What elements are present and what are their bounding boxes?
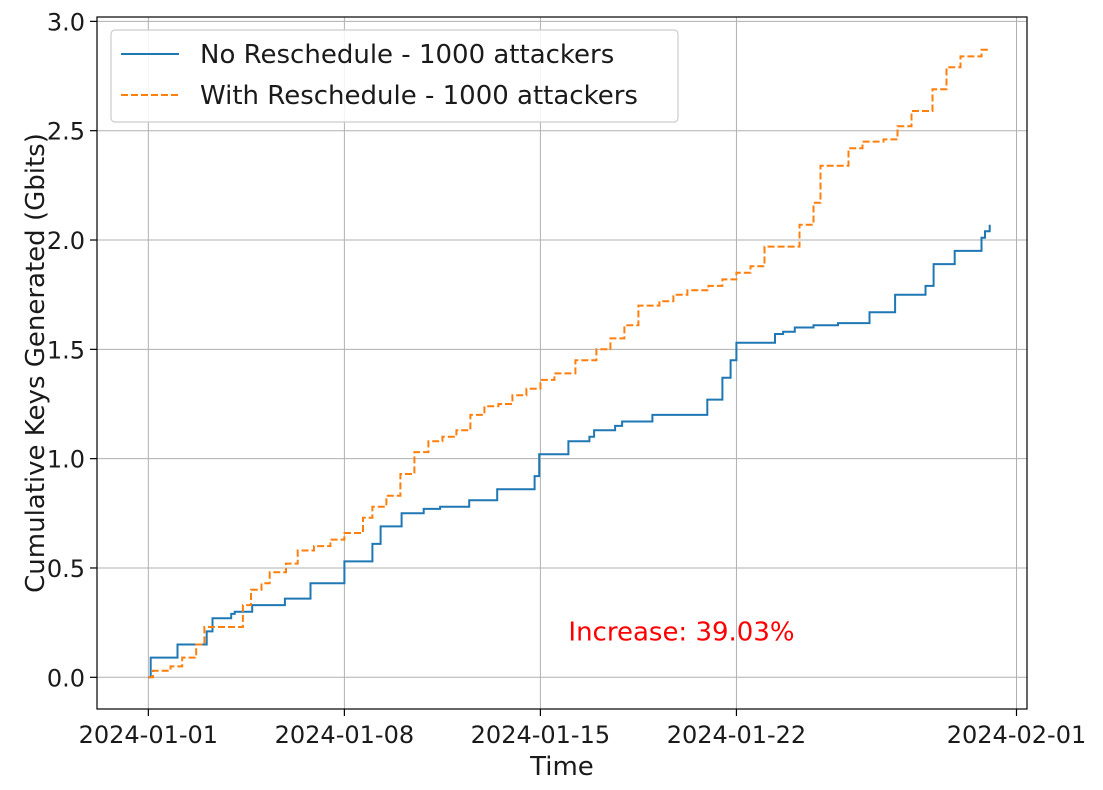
x-axis-title: Time xyxy=(529,752,594,782)
legend-box xyxy=(110,29,679,123)
y-tick-label-2: 1.0 xyxy=(47,446,85,474)
x-axis: 2024-01-01 2024-01-08 2024-01-15 2024-01-22… xyxy=(79,709,1086,749)
y-tick-label-1: 0.5 xyxy=(47,555,85,583)
series-line-with-reschedule xyxy=(148,47,990,679)
x-tick-label-4: 2024-02-01 xyxy=(947,721,1086,749)
legend: No Reschedule - 1000 attackers With Resc… xyxy=(110,29,679,123)
x-tick-label-0: 2024-01-01 xyxy=(79,721,218,749)
legend-label-with-reschedule: With Reschedule - 1000 attackers xyxy=(200,81,638,111)
series-layer xyxy=(148,47,991,679)
x-tick-label-1: 2024-01-08 xyxy=(275,721,414,749)
grid xyxy=(97,17,1027,709)
y-tick-label-3: 1.5 xyxy=(47,336,85,364)
x-tick-label-2: 2024-01-15 xyxy=(471,721,610,749)
series-line-no-reschedule xyxy=(148,224,991,679)
y-tick-label-4: 2.0 xyxy=(47,227,85,255)
x-tick-label-3: 2024-01-22 xyxy=(667,721,806,749)
y-axis: 0.0 0.5 1.0 1.5 2.0 2.5 3.0 xyxy=(47,8,97,692)
increase-annotation: Increase: 39.03% xyxy=(568,617,794,647)
y-tick-label-5: 2.5 xyxy=(47,118,85,146)
y-tick-label-0: 0.0 xyxy=(47,664,85,692)
plot-frame xyxy=(96,16,1028,710)
y-axis-title: Cumulative Keys Generated (Gbits) xyxy=(21,133,51,593)
y-tick-label-6: 3.0 xyxy=(47,8,85,36)
legend-label-no-reschedule: No Reschedule - 1000 attackers xyxy=(200,40,614,70)
